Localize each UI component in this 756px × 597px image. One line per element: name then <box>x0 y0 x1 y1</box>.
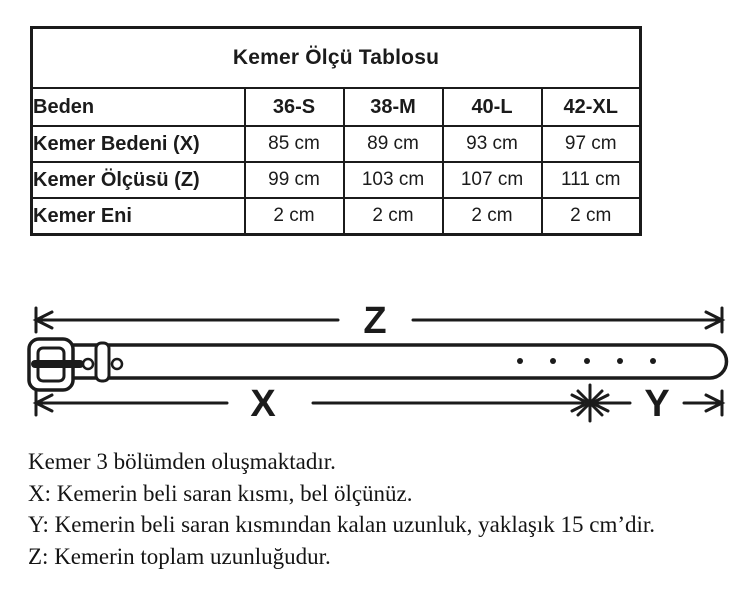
y-dimension-line <box>588 389 726 417</box>
belt-punch-holes <box>517 358 656 364</box>
cell-x-42: 97 cm <box>540 125 642 163</box>
header-38-m: 38-M <box>342 87 444 127</box>
z-dimension-line <box>32 306 726 334</box>
row-label-kemer-bedeni: Kemer Bedeni (X) <box>30 125 246 163</box>
row-label-kemer-olcusu: Kemer Ölçüsü (Z) <box>30 161 246 199</box>
y-dimension-label: Y <box>644 383 669 425</box>
cell-x-38: 89 cm <box>342 125 444 163</box>
strap-hole-left-2 <box>110 357 124 371</box>
x-dimension-label: X <box>250 383 276 425</box>
cell-x-36: 85 cm <box>243 125 345 163</box>
table-row-belt-length-z: Kemer Ölçüsü (Z) 99 cm 103 cm 107 cm 111… <box>30 161 642 199</box>
size-table: Kemer Ölçü Tablosu Beden 36-S 38-M 40-L … <box>30 26 642 236</box>
belt-keeper-loop <box>94 341 111 383</box>
table-row-belt-size-x: Kemer Bedeni (X) 85 cm 89 cm 93 cm 97 cm <box>30 125 642 163</box>
cell-w-40: 2 cm <box>441 197 543 236</box>
note-line-x: X: Kemerin beli saran kısmı, bel ölçünüz… <box>28 480 413 506</box>
cell-w-38: 2 cm <box>342 197 444 236</box>
cell-w-36: 2 cm <box>243 197 345 236</box>
cell-x-40: 93 cm <box>441 125 543 163</box>
cell-z-40: 107 cm <box>441 161 543 199</box>
strap-hole-left-1 <box>81 357 95 371</box>
row-label-kemer-eni: Kemer Eni <box>30 197 246 236</box>
cell-z-36: 99 cm <box>243 161 345 199</box>
table-row-belt-width: Kemer Eni 2 cm 2 cm 2 cm 2 cm <box>30 197 642 236</box>
belt-illustration <box>27 337 729 392</box>
header-40-l: 40-L <box>441 87 543 127</box>
cell-w-42: 2 cm <box>540 197 642 236</box>
note-line-y: Y: Kemerin beli saran kısmından kalan uz… <box>28 512 656 538</box>
cell-z-42: 111 cm <box>540 161 642 199</box>
notes-block: Kemer 3 bölümden oluşmaktadır. X: Kemeri… <box>28 446 655 572</box>
table-title-row: Kemer Ölçü Tablosu <box>30 26 642 89</box>
z-dimension-label: Z <box>363 300 386 342</box>
header-36-s: 36-S <box>243 87 345 127</box>
header-beden: Beden <box>30 87 246 127</box>
cell-z-38: 103 cm <box>342 161 444 199</box>
header-42-xl: 42-XL <box>540 87 642 127</box>
table-title: Kemer Ölçü Tablosu <box>30 26 642 89</box>
note-line-intro: Kemer 3 bölümden oluşmaktadır. <box>28 449 336 474</box>
belt-buckle-icon <box>27 337 84 392</box>
note-line-z: Z: Kemerin toplam uzunluğudur. <box>28 543 331 569</box>
belt-strap <box>70 343 729 380</box>
belt-measurement-diagram: Z <box>27 300 729 425</box>
x-dimension-line <box>32 389 592 417</box>
table-header-row: Beden 36-S 38-M 40-L 42-XL <box>30 87 642 127</box>
